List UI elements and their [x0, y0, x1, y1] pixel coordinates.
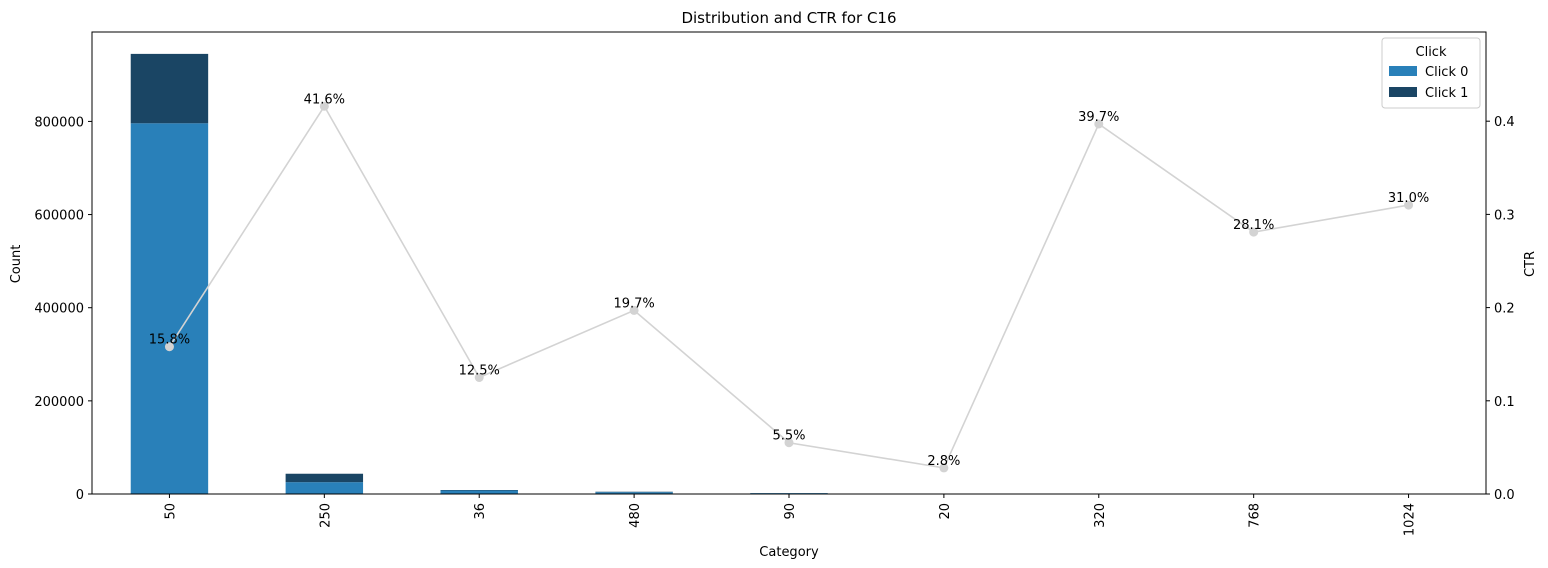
chart-title: Distribution and CTR for C16: [681, 9, 896, 27]
ctr-label-90: 5.5%: [772, 429, 805, 444]
x-tick-label-768: 768: [1248, 503, 1263, 528]
ctr-label-250: 41.6%: [304, 92, 345, 107]
y2-tick-label-2: 0.2: [1494, 302, 1515, 317]
axes-group: [91, 31, 1487, 495]
ctr-point-250: [319, 101, 329, 111]
bar-50-click-0: [130, 123, 209, 494]
x-tick-label-36: 36: [473, 503, 488, 520]
legend-swatch-click-1: [1389, 87, 1417, 97]
ctr-point-480: [629, 305, 639, 315]
x-tick-label-250: 250: [318, 503, 333, 528]
x-axis-label: Category: [759, 545, 819, 560]
y-axis-label: Count: [9, 245, 24, 284]
legend: Click Click 0 Click 1: [1381, 37, 1481, 109]
y2-tick-label-1: 0.1: [1494, 395, 1515, 410]
ctr-point-768: [1249, 227, 1259, 237]
x-axis-ticks: 50 250 36 480 90 20 320 768 1024: [163, 494, 1418, 536]
x-tick-label-50: 50: [163, 503, 178, 520]
y2-tick-label-0: 0.0: [1494, 488, 1515, 503]
bars-group: [130, 53, 1448, 494]
x-tick-label-320: 320: [1093, 503, 1108, 528]
y2-axis-ticks: 0.0 0.1 0.2 0.3 0.4: [1486, 115, 1515, 503]
legend-title: Click: [1416, 45, 1447, 60]
legend-swatch-click-0: [1389, 66, 1417, 76]
ctr-point-320: [1094, 119, 1104, 129]
ctr-label-1024: 31.0%: [1388, 191, 1429, 206]
ctr-labels-group: 15.8% 41.6% 12.5% 19.7% 5.5% 2.8% 39.7% 28.1% 31…: [149, 92, 1429, 469]
x-tick-label-20: 20: [938, 503, 953, 520]
x-tick-label-1024: 1024: [1403, 503, 1418, 536]
ctr-point-20: [939, 463, 949, 473]
y2-tick-label-4: 0.4: [1494, 115, 1515, 130]
y-tick-label-1: 200000: [34, 395, 84, 410]
axes-frame: [91, 31, 1487, 495]
ctr-line: [168, 104, 1409, 469]
ctr-label-20: 2.8%: [927, 454, 960, 469]
bar-36-click-0: [440, 490, 518, 494]
y-tick-label-0: 0: [76, 488, 84, 503]
bar-480-click-0: [595, 492, 673, 494]
bar-50-click-1: [130, 53, 209, 124]
ctr-label-50: 15.8%: [149, 333, 190, 348]
y-tick-label-4: 800000: [34, 115, 84, 130]
y-axis-ticks: 0 200000 400000 600000 800000: [34, 115, 92, 503]
x-tick-label-480: 480: [628, 503, 643, 528]
ctr-point-36: [474, 372, 484, 382]
y2-axis-label: CTR: [1523, 251, 1538, 277]
legend-label-click-1: Click 1: [1425, 86, 1468, 101]
y-tick-label-3: 600000: [34, 209, 84, 224]
plot-area: 15.8% 41.6% 12.5% 19.7% 5.5% 2.8% 39.7% 28.1% 31…: [130, 53, 1448, 494]
y2-tick-label-3: 0.3: [1494, 208, 1515, 223]
ctr-label-480: 19.7%: [613, 296, 654, 311]
ctr-line-group: [164, 101, 1414, 473]
ctr-label-768: 28.1%: [1233, 218, 1274, 233]
legend-label-click-0: Click 0: [1425, 65, 1468, 80]
ctr-point-1024: [1404, 200, 1414, 210]
bar-250-click-1: [285, 473, 364, 483]
ctr-label-320: 39.7%: [1078, 110, 1119, 125]
ctr-point-90: [784, 438, 794, 448]
y-tick-label-2: 400000: [34, 302, 84, 317]
bar-250-click-0: [285, 482, 364, 494]
ctr-point-50: [164, 342, 174, 352]
ctr-label-36: 12.5%: [459, 363, 500, 378]
x-tick-label-90: 90: [783, 503, 798, 520]
